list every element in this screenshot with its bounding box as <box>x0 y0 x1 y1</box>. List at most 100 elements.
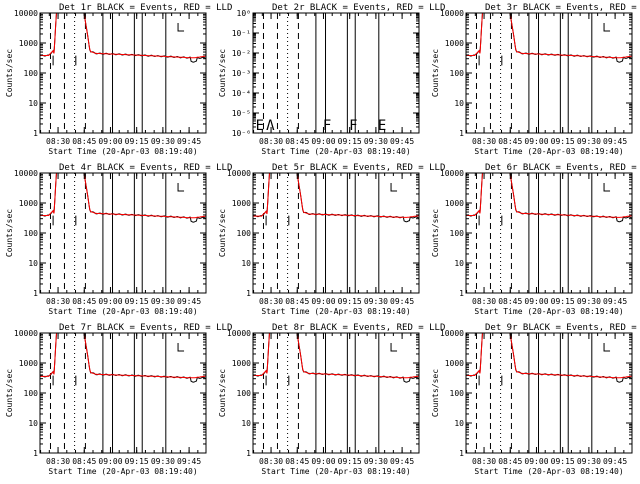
x-tick-label: 08:30 <box>472 297 496 306</box>
data-group <box>253 173 419 293</box>
y-tick-label: 1000 <box>232 359 251 368</box>
y-tick-label: 100 <box>237 229 252 238</box>
data-group <box>40 333 206 453</box>
y-tick-label: 10⁻⁴ <box>232 89 251 98</box>
x-axis-label: Start Time (20-Apr-03 08:19:40) <box>261 147 410 156</box>
x-tick-label: 08:30 <box>259 297 283 306</box>
panel-det-7: Det 7r BLACK = Events, RED = LLD 1 10 100 10… <box>5 323 232 476</box>
x-tick-label: 09:15 <box>338 297 362 306</box>
series-lld-line <box>253 173 419 218</box>
y-axis-label: Counts/sec <box>431 369 440 417</box>
x-tick-label: 09:30 <box>151 297 175 306</box>
y-tick-label: 1 <box>33 129 38 138</box>
y-tick-label: 10⁻⁵ <box>232 109 251 118</box>
y-tick-label: 10⁻³ <box>232 69 251 78</box>
x-tick-label: 08:30 <box>259 137 283 146</box>
y-tick-label: 100 <box>24 389 39 398</box>
series-lld-line <box>466 333 632 379</box>
y-tick-label: 1000 <box>445 39 464 48</box>
series-lld-line <box>40 173 206 219</box>
y-axis-label: Counts/sec <box>431 209 440 257</box>
panel-title: Det 2r BLACK = Events, RED = LLD <box>272 3 445 13</box>
x-tick-label: 09:30 <box>151 457 175 466</box>
x-tick-label: 09:00 <box>524 297 548 306</box>
y-tick-label: 10000 <box>227 169 251 178</box>
corner-mark <box>390 343 398 352</box>
y-tick-label: 10 <box>454 99 464 108</box>
x-tick-label: 09:30 <box>364 297 388 306</box>
corner-mark <box>390 183 398 192</box>
y-tick-label: 10 <box>28 419 38 428</box>
y-tick-label: 100 <box>237 389 252 398</box>
corner-mark <box>603 23 611 32</box>
panel-det-1: Det 1r BLACK = Events, RED = LLD 1 10 100 10… <box>5 3 232 156</box>
x-tick-label: 09:15 <box>125 457 149 466</box>
glyph-mark: E <box>256 118 264 134</box>
y-axis-label: Counts/sec <box>218 209 227 257</box>
panel-det-3: Det 3r BLACK = Events, RED = LLD 1 10 100 10… <box>431 3 640 156</box>
y-tick-label: 10 <box>28 259 38 268</box>
x-tick-label: 08:45 <box>72 457 96 466</box>
x-tick-label: 09:00 <box>311 297 335 306</box>
y-tick-label: 1 <box>459 449 464 458</box>
x-tick-label: 09:15 <box>125 297 149 306</box>
data-group <box>466 333 632 453</box>
y-tick-label: 10000 <box>14 169 38 178</box>
y-tick-label: 1000 <box>445 359 464 368</box>
x-tick-label: 09:30 <box>577 137 601 146</box>
y-tick-label: 10⁻² <box>232 49 251 58</box>
x-tick-label: 09:45 <box>603 457 627 466</box>
x-axis-label: Start Time (20-Apr-03 08:19:40) <box>48 307 197 316</box>
corner-mark <box>603 343 611 352</box>
y-tick-label: 1 <box>459 129 464 138</box>
glyph-mark: Λ <box>266 118 275 134</box>
data-group <box>466 13 632 133</box>
x-axis-label: Start Time (20-Apr-03 08:19:40) <box>48 467 197 476</box>
panel-det-5: Det 5r BLACK = Events, RED = LLD 1 10 100 10… <box>218 163 445 316</box>
y-axis-label: Counts/sec <box>5 369 14 417</box>
y-tick-label: 100 <box>450 389 465 398</box>
y-tick-label: 1000 <box>19 359 38 368</box>
x-tick-label: 09:15 <box>551 137 575 146</box>
glyph-mark: F <box>323 118 331 134</box>
y-tick-label: 10 <box>454 259 464 268</box>
y-tick-label: 100 <box>450 69 465 78</box>
series-lld-line <box>40 333 206 379</box>
panel-title: Det 6r BLACK = Events, RED = LLD <box>485 163 640 173</box>
y-tick-label: 10 <box>28 99 38 108</box>
panel-title: Det 5r BLACK = Events, RED = LLD <box>272 163 445 173</box>
x-tick-label: 08:30 <box>46 137 70 146</box>
panel-title: Det 3r BLACK = Events, RED = LLD <box>485 3 640 13</box>
y-tick-label: 10⁻⁶ <box>232 129 251 138</box>
x-tick-label: 09:15 <box>338 137 362 146</box>
x-tick-label: 09:15 <box>551 297 575 306</box>
x-tick-label: 08:30 <box>472 457 496 466</box>
panel-title: Det 9r BLACK = Events, RED = LLD <box>485 323 640 333</box>
x-tick-label: 09:00 <box>524 137 548 146</box>
x-tick-label: 08:45 <box>285 457 309 466</box>
x-tick-label: 09:00 <box>311 457 335 466</box>
x-axis-label: Start Time (20-Apr-03 08:19:40) <box>261 467 410 476</box>
data-group <box>40 13 206 133</box>
panel-det-8: Det 8r BLACK = Events, RED = LLD 1 10 100 10… <box>218 323 445 476</box>
y-tick-label: 1000 <box>19 39 38 48</box>
x-tick-label: 08:30 <box>46 297 70 306</box>
y-axis-label: Counts/sec <box>5 209 14 257</box>
y-tick-label: 10⁻¹ <box>232 29 251 38</box>
series-lld-line <box>40 13 206 59</box>
x-axis-label: Start Time (20-Apr-03 08:19:40) <box>474 147 623 156</box>
y-tick-label: 1000 <box>19 199 38 208</box>
x-axis-label: Start Time (20-Apr-03 08:19:40) <box>48 147 197 156</box>
y-axis-label: Counts/sec <box>218 49 227 97</box>
x-tick-label: 08:30 <box>259 457 283 466</box>
y-tick-label: 10 <box>241 419 251 428</box>
series-lld-line <box>466 13 632 59</box>
y-tick-label: 10000 <box>440 329 464 338</box>
x-tick-label: 09:15 <box>551 457 575 466</box>
x-tick-label: 09:30 <box>577 297 601 306</box>
x-tick-label: 08:45 <box>285 297 309 306</box>
y-axis-label: Counts/sec <box>431 49 440 97</box>
